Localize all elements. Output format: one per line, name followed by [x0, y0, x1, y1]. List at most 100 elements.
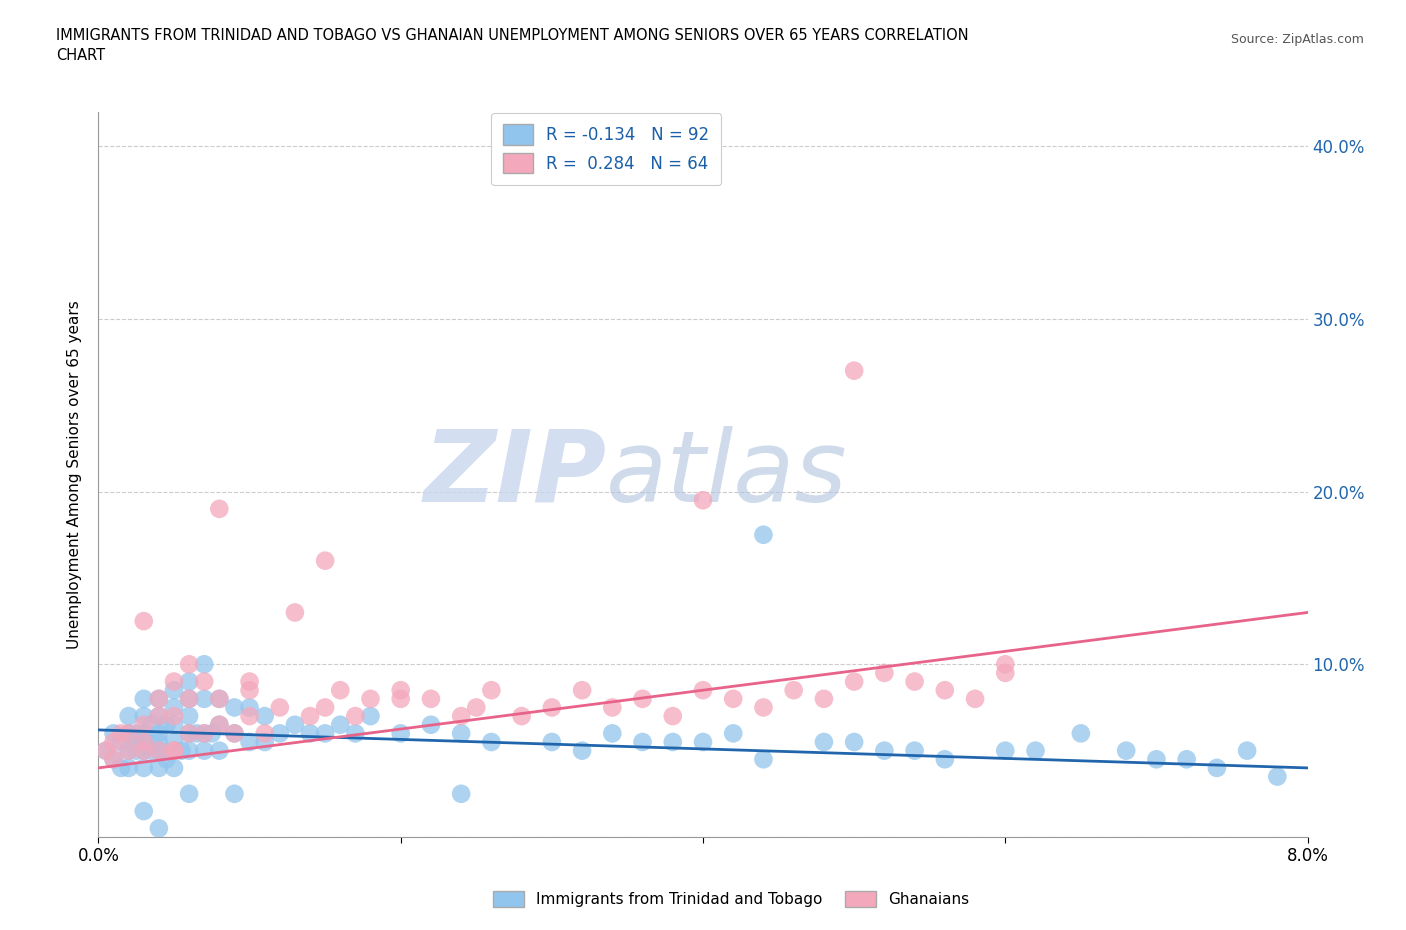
- Point: [148, 743, 170, 758]
- Point: [602, 700, 624, 715]
- Point: [125, 726, 148, 741]
- Point: [110, 735, 132, 750]
- Point: [1175, 751, 1198, 766]
- Point: [110, 726, 132, 741]
- Point: [239, 709, 262, 724]
- Point: [481, 735, 503, 750]
- Point: [602, 726, 624, 741]
- Point: [873, 743, 896, 758]
- Point: [723, 726, 745, 741]
- Text: Source: ZipAtlas.com: Source: ZipAtlas.com: [1230, 33, 1364, 46]
- Point: [1146, 751, 1168, 766]
- Point: [450, 726, 472, 741]
- Point: [450, 709, 472, 724]
- Point: [186, 726, 208, 741]
- Point: [253, 709, 276, 724]
- Point: [148, 691, 170, 706]
- Point: [103, 751, 125, 766]
- Point: [179, 691, 201, 706]
- Point: [329, 717, 352, 732]
- Point: [783, 683, 806, 698]
- Point: [873, 666, 896, 681]
- Point: [193, 691, 215, 706]
- Point: [163, 743, 186, 758]
- Point: [692, 493, 714, 508]
- Legend: R = -0.134   N = 92, R =  0.284   N = 64: R = -0.134 N = 92, R = 0.284 N = 64: [491, 113, 721, 185]
- Point: [844, 735, 866, 750]
- Point: [179, 726, 201, 741]
- Point: [208, 743, 231, 758]
- Point: [193, 726, 215, 741]
- Point: [193, 726, 215, 741]
- Point: [208, 717, 231, 732]
- Point: [752, 700, 775, 715]
- Point: [118, 726, 141, 741]
- Point: [631, 691, 654, 706]
- Point: [540, 735, 562, 750]
- Point: [329, 683, 352, 698]
- Point: [110, 761, 132, 776]
- Point: [752, 751, 775, 766]
- Point: [163, 683, 186, 698]
- Point: [239, 700, 262, 715]
- Legend: Immigrants from Trinidad and Tobago, Ghanaians: Immigrants from Trinidad and Tobago, Gha…: [486, 884, 976, 913]
- Point: [163, 761, 186, 776]
- Point: [103, 726, 125, 741]
- Point: [965, 691, 987, 706]
- Point: [813, 691, 835, 706]
- Point: [253, 735, 276, 750]
- Point: [1206, 761, 1229, 776]
- Point: [1115, 743, 1137, 758]
- Point: [904, 674, 927, 689]
- Point: [571, 683, 593, 698]
- Point: [239, 683, 262, 698]
- Point: [148, 726, 170, 741]
- Point: [1236, 743, 1258, 758]
- Text: IMMIGRANTS FROM TRINIDAD AND TOBAGO VS GHANAIAN UNEMPLOYMENT AMONG SENIORS OVER : IMMIGRANTS FROM TRINIDAD AND TOBAGO VS G…: [56, 28, 969, 62]
- Point: [163, 717, 186, 732]
- Point: [224, 726, 246, 741]
- Point: [148, 761, 170, 776]
- Point: [571, 743, 593, 758]
- Point: [540, 700, 562, 715]
- Point: [314, 700, 336, 715]
- Point: [284, 605, 307, 620]
- Point: [360, 709, 382, 724]
- Point: [224, 787, 246, 802]
- Point: [179, 657, 201, 671]
- Point: [239, 674, 262, 689]
- Point: [163, 735, 186, 750]
- Point: [723, 691, 745, 706]
- Point: [94, 743, 117, 758]
- Point: [934, 683, 956, 698]
- Point: [1267, 769, 1289, 784]
- Point: [125, 743, 148, 758]
- Point: [170, 743, 193, 758]
- Point: [103, 751, 125, 766]
- Text: ZIP: ZIP: [423, 426, 606, 523]
- Point: [844, 674, 866, 689]
- Point: [299, 726, 322, 741]
- Point: [179, 691, 201, 706]
- Point: [132, 804, 155, 818]
- Point: [314, 553, 336, 568]
- Point: [163, 674, 186, 689]
- Point: [132, 735, 155, 750]
- Point: [239, 735, 262, 750]
- Point: [481, 683, 503, 698]
- Point: [1025, 743, 1047, 758]
- Point: [904, 743, 927, 758]
- Point: [752, 527, 775, 542]
- Point: [132, 743, 155, 758]
- Point: [132, 735, 155, 750]
- Point: [661, 735, 683, 750]
- Point: [208, 717, 231, 732]
- Point: [193, 743, 215, 758]
- Point: [132, 691, 155, 706]
- Point: [813, 735, 835, 750]
- Point: [148, 743, 170, 758]
- Point: [389, 726, 412, 741]
- Point: [118, 761, 141, 776]
- Point: [224, 700, 246, 715]
- Point: [465, 700, 488, 715]
